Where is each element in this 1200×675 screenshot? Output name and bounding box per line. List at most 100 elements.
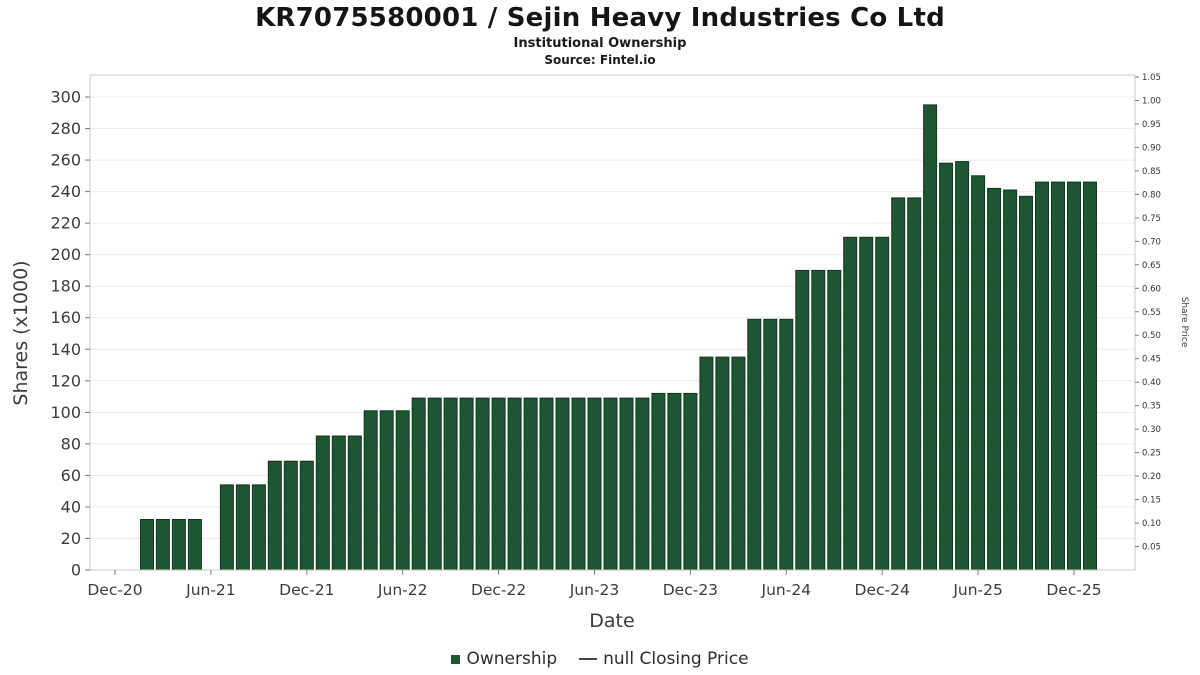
left-tick-label: 280	[50, 119, 81, 138]
ownership-bar	[283, 460, 298, 571]
x-tick-label: Dec-22	[471, 581, 526, 599]
ownership-bar	[667, 392, 682, 571]
ownership-bar	[843, 236, 858, 571]
right-tick-label: 0.05	[1142, 543, 1161, 553]
x-tick-label: Dec-24	[855, 581, 910, 599]
ownership-bar	[523, 397, 538, 571]
x-tick-label: Jun-21	[185, 581, 236, 599]
ownership-bar	[491, 397, 506, 571]
ownership-bar	[619, 397, 634, 571]
x-tick-label: Dec-20	[87, 581, 142, 599]
left-tick-label: 80	[61, 434, 81, 453]
left-axis: 0 20 40 60 80 100 120 140 160 180 200 220 240 260 280 3…	[50, 88, 90, 580]
x-axis-label: Date	[589, 610, 634, 632]
ownership-bar	[779, 318, 794, 571]
ownership-bar	[555, 397, 570, 571]
ownership-bar	[875, 236, 890, 571]
ownership-bar	[475, 397, 490, 571]
ownership-bar	[923, 104, 938, 571]
ownership-bar	[1035, 181, 1049, 571]
left-tick-label: 60	[61, 466, 81, 485]
ownership-bar	[140, 519, 154, 571]
ownership-bar	[603, 397, 618, 571]
right-tick-label: 0.80	[1142, 190, 1161, 200]
right-tick-label: 0.90	[1142, 143, 1161, 153]
right-tick-label: 0.15	[1142, 496, 1161, 506]
ownership-bar	[891, 197, 906, 571]
legend-item-ownership: Ownership	[451, 649, 557, 669]
ownership-bar	[859, 236, 874, 571]
ownership-bar	[187, 519, 202, 571]
right-tick-label: 0.70	[1142, 237, 1161, 247]
ownership-bar	[507, 397, 522, 571]
ownership-bar	[363, 410, 378, 571]
ownership-bar	[347, 435, 362, 571]
right-tick-label: 0.25	[1142, 449, 1161, 459]
right-tick-label: 0.95	[1142, 120, 1161, 130]
ownership-bar	[379, 410, 394, 571]
left-tick-label: 40	[61, 497, 81, 516]
closing-price-line-icon	[579, 658, 598, 660]
bars	[140, 104, 1097, 571]
ownership-bar	[1083, 181, 1097, 571]
right-tick-label: 0.85	[1142, 167, 1161, 177]
left-tick-label: 240	[50, 182, 81, 201]
ownership-bar	[795, 269, 810, 571]
left-tick-label: 220	[50, 214, 81, 233]
left-tick-label: 200	[50, 245, 81, 264]
chart-subtitle: Institutional Ownership	[513, 36, 687, 51]
ownership-bar	[443, 397, 458, 571]
right-tick-label: 0.30	[1142, 425, 1161, 435]
chart-title: KR7075580001 / Sejin Heavy Industries Co…	[255, 3, 945, 33]
ownership-bar	[395, 410, 410, 571]
ownership-bar	[411, 397, 426, 571]
x-tick-label: Jun-24	[761, 581, 812, 599]
right-tick-label: 0.20	[1142, 472, 1161, 482]
ownership-bar	[731, 356, 746, 571]
ownership-bar	[155, 519, 170, 571]
ownership-bar	[1067, 181, 1081, 571]
ownership-bar	[715, 356, 730, 571]
x-tick-label: Jun-23	[569, 581, 620, 599]
ownership-bar	[651, 392, 666, 571]
chart-source: Source: Fintel.io	[544, 53, 656, 67]
left-tick-label: 20	[61, 529, 81, 548]
right-tick-label: 1.00	[1142, 96, 1161, 106]
ownership-bar	[459, 397, 474, 571]
plot-area: 0 20 40 60 80 100 120 140 160 180 200 220 240 260 280 3…	[50, 73, 1160, 599]
right-tick-label: 0.40	[1142, 378, 1161, 388]
right-tick-label: 1.05	[1142, 73, 1161, 83]
ownership-bar	[539, 397, 554, 571]
ownership-bar	[827, 269, 842, 571]
ownership-bar	[427, 397, 442, 571]
ownership-bar	[251, 484, 266, 571]
right-tick-label: 0.60	[1142, 284, 1161, 294]
ownership-bar	[299, 460, 314, 571]
ownership-bar	[235, 484, 250, 571]
ownership-bar	[811, 269, 826, 571]
ownership-bar	[219, 484, 234, 571]
ownership-bar	[267, 460, 282, 571]
right-tick-label: 0.45	[1142, 355, 1161, 365]
y-axis-label-left: Shares (x1000)	[10, 260, 32, 405]
left-tick-label: 180	[50, 277, 81, 296]
ownership-bar	[955, 161, 970, 571]
y-axis-label-right: Share Price	[1179, 297, 1189, 348]
right-tick-label: 0.75	[1142, 214, 1161, 224]
legend-label-ownership: Ownership	[466, 649, 558, 669]
x-tick-label: Dec-21	[279, 581, 334, 599]
ownership-bar	[907, 197, 922, 571]
chart-legend: Ownership null Closing Price	[0, 649, 1200, 669]
x-tick-label: Dec-25	[1046, 581, 1101, 599]
legend-item-closing-price: null Closing Price	[579, 649, 749, 669]
ownership-bar	[763, 318, 778, 571]
left-tick-label: 300	[50, 88, 81, 107]
ownership-bar	[587, 397, 602, 571]
ownership-bar	[971, 175, 986, 571]
x-axis: Dec-20 Jun-21 Dec-21 Jun-22 Dec-22 Jun-23 Dec-…	[87, 570, 1102, 599]
ownership-bar	[315, 435, 330, 571]
left-tick-label: 260	[50, 151, 81, 170]
ownership-bar	[331, 435, 346, 571]
left-tick-label: 0	[71, 561, 81, 580]
